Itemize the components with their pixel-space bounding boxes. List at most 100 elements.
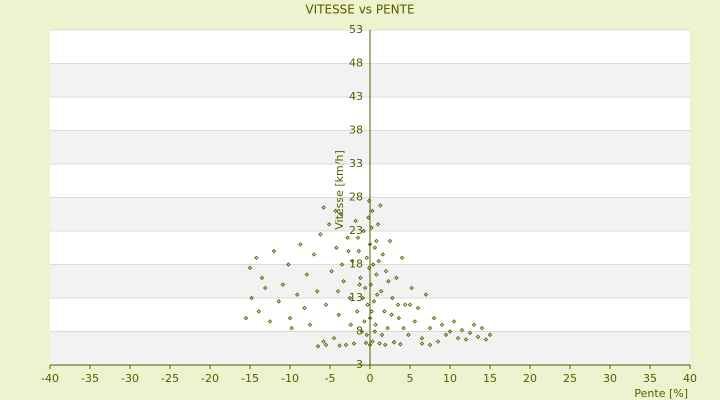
point <box>364 332 370 338</box>
point <box>487 332 493 338</box>
point <box>367 315 373 321</box>
point <box>378 289 384 294</box>
point <box>399 255 405 261</box>
point <box>357 282 362 287</box>
point <box>366 215 371 220</box>
point <box>362 285 368 291</box>
point <box>395 302 401 307</box>
point <box>243 315 249 321</box>
point <box>337 343 342 348</box>
point <box>479 325 485 331</box>
point <box>333 208 338 214</box>
x-tick-label: 0 <box>367 372 374 385</box>
point <box>363 340 369 346</box>
point <box>390 295 395 301</box>
point <box>378 203 383 208</box>
point <box>419 341 425 346</box>
point <box>443 332 449 338</box>
point <box>475 334 481 340</box>
x-tick-label: -20 <box>201 372 219 385</box>
point <box>294 292 300 297</box>
point <box>286 262 291 267</box>
point <box>398 341 403 347</box>
x-tick-label: 20 <box>523 372 537 385</box>
point <box>341 279 346 284</box>
y-tick-label: 43 <box>349 90 363 103</box>
point <box>406 332 411 338</box>
point <box>366 198 372 204</box>
point <box>383 268 389 274</box>
point <box>372 245 378 250</box>
point <box>302 305 307 311</box>
point <box>385 325 390 331</box>
y-tick-label: 13 <box>349 291 363 304</box>
point <box>455 335 461 341</box>
x-tick-label: -25 <box>161 372 179 385</box>
point <box>315 344 321 349</box>
point <box>382 342 388 348</box>
point <box>451 319 457 324</box>
point <box>343 342 349 348</box>
point <box>435 339 441 344</box>
point <box>326 222 332 227</box>
point <box>280 282 286 287</box>
point <box>314 289 320 294</box>
point <box>355 235 361 240</box>
point <box>348 322 354 328</box>
y-tick-label: 23 <box>349 224 363 237</box>
x-tick-label: -10 <box>281 372 299 385</box>
point <box>389 312 394 317</box>
point <box>427 342 433 348</box>
point <box>402 302 408 307</box>
point <box>361 228 366 234</box>
point <box>412 319 418 324</box>
x-axis-label: Pente [%] <box>634 387 688 400</box>
point <box>307 322 313 328</box>
x-tick-label: -40 <box>41 372 59 385</box>
point <box>354 309 360 314</box>
point <box>374 272 379 277</box>
point <box>335 289 341 294</box>
x-tick-label: 35 <box>643 372 657 385</box>
x-tick-label: 25 <box>563 372 577 385</box>
point <box>366 265 372 271</box>
point <box>376 258 382 264</box>
point <box>369 225 374 230</box>
point <box>321 205 326 210</box>
point <box>271 248 277 254</box>
point <box>396 315 402 321</box>
x-tick-label: 10 <box>443 372 457 385</box>
point <box>471 322 477 328</box>
point <box>374 238 379 244</box>
point <box>391 339 397 345</box>
point <box>459 327 465 333</box>
point <box>311 252 317 257</box>
y-tick-label: 48 <box>349 57 363 70</box>
point <box>331 335 337 341</box>
x-tick-label: 15 <box>483 372 497 385</box>
point <box>346 248 351 254</box>
x-tick-label: 5 <box>407 372 414 385</box>
point <box>321 339 326 344</box>
point <box>353 218 358 224</box>
point <box>419 335 425 341</box>
point <box>407 302 413 307</box>
point <box>372 329 378 334</box>
point <box>256 309 262 314</box>
point <box>427 325 433 331</box>
point <box>375 222 381 227</box>
point <box>370 208 375 214</box>
point <box>247 265 253 271</box>
point <box>379 332 385 338</box>
point <box>380 252 386 257</box>
point <box>287 315 293 321</box>
point <box>362 319 367 324</box>
y-tick-label: 18 <box>349 258 363 271</box>
point <box>367 342 373 348</box>
point <box>387 238 393 244</box>
point <box>350 258 355 264</box>
point <box>259 275 265 281</box>
point <box>334 245 339 250</box>
point <box>377 341 382 346</box>
y-tick-label: 53 <box>349 23 363 36</box>
